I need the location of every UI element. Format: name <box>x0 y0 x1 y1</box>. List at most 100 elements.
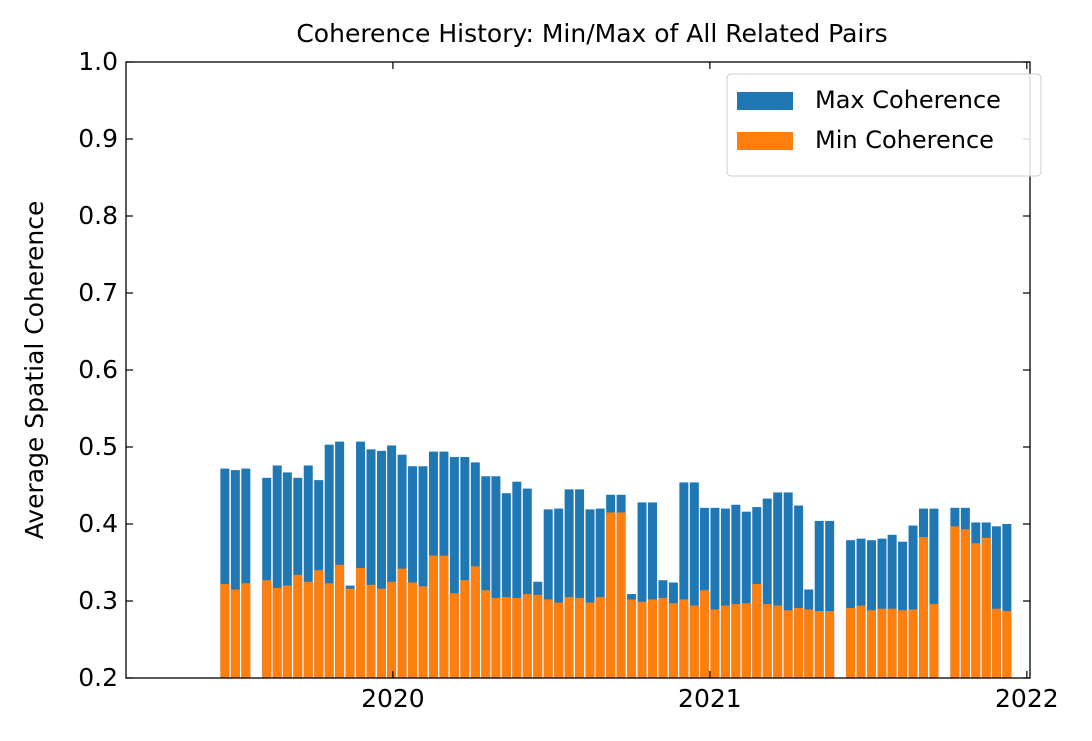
bar <box>387 581 397 678</box>
bar <box>627 599 637 678</box>
bar <box>867 540 877 678</box>
bar <box>533 594 543 678</box>
bar <box>449 593 459 678</box>
bar <box>303 465 313 678</box>
bar <box>783 610 793 678</box>
bar <box>929 604 939 678</box>
y-tick-label: 0.7 <box>78 278 118 307</box>
bar <box>522 488 532 678</box>
x-tick-label: 2020 <box>361 684 425 713</box>
bar <box>335 441 345 678</box>
bar <box>898 610 908 678</box>
bar <box>449 457 459 678</box>
bar <box>470 566 480 678</box>
legend-swatch <box>737 132 793 150</box>
bar <box>501 597 511 678</box>
bar <box>564 489 574 678</box>
bar <box>929 508 939 678</box>
bar <box>637 601 647 678</box>
bar <box>1002 611 1012 678</box>
y-tick-label: 0.2 <box>78 663 118 692</box>
bar <box>991 608 1001 678</box>
bar <box>887 534 897 678</box>
bar <box>282 472 292 678</box>
bar <box>647 599 657 678</box>
bar <box>595 508 605 678</box>
bar <box>689 605 699 678</box>
y-tick-label: 0.6 <box>78 355 118 384</box>
bar <box>887 608 897 678</box>
bar <box>731 604 741 678</box>
bar <box>272 465 282 678</box>
bar <box>814 611 824 678</box>
bar <box>262 580 272 678</box>
bar <box>376 450 386 678</box>
bar <box>366 584 376 678</box>
bar <box>585 509 595 678</box>
bar <box>825 520 835 678</box>
bar <box>230 589 240 678</box>
bar <box>856 605 866 678</box>
bar <box>220 584 230 678</box>
bar <box>501 493 511 678</box>
bar <box>324 583 334 678</box>
bar <box>637 502 647 678</box>
bar <box>867 610 877 678</box>
bar <box>846 607 856 678</box>
bar <box>689 482 699 678</box>
y-tick-label: 0.4 <box>78 509 118 538</box>
bar <box>522 594 532 678</box>
bar <box>460 580 470 678</box>
bar <box>877 538 887 678</box>
bar <box>991 526 1001 678</box>
y-tick-label: 0.3 <box>78 586 118 615</box>
bar <box>554 602 564 678</box>
bar <box>564 597 574 678</box>
bar <box>439 555 449 678</box>
bar <box>554 508 564 678</box>
bar <box>356 567 366 678</box>
bar <box>773 605 783 678</box>
bar <box>720 508 730 678</box>
bar <box>575 489 585 678</box>
bar <box>679 599 689 678</box>
bar <box>595 597 605 678</box>
bar <box>741 603 751 678</box>
y-tick-label: 0.5 <box>78 432 118 461</box>
bar <box>668 603 678 678</box>
bar <box>512 481 522 678</box>
bar <box>481 590 491 678</box>
bar <box>512 597 522 678</box>
bar <box>647 502 657 678</box>
bar <box>741 511 751 678</box>
bar <box>543 599 553 678</box>
bar <box>616 512 626 678</box>
bar <box>773 492 783 678</box>
bar <box>481 476 491 678</box>
bar <box>814 520 824 678</box>
bar <box>825 611 835 678</box>
bar <box>366 449 376 678</box>
bar <box>877 608 887 678</box>
bar <box>762 604 772 678</box>
bar <box>908 525 918 678</box>
bar <box>971 543 981 678</box>
bar <box>335 564 345 678</box>
bar <box>543 509 553 678</box>
bar <box>314 570 324 678</box>
bar <box>460 457 470 678</box>
y-tick-label: 0.9 <box>78 124 118 153</box>
chart-title: Coherence History: Min/Max of All Relate… <box>296 19 887 48</box>
bar <box>710 507 720 678</box>
bar <box>376 588 386 678</box>
bar <box>345 588 355 678</box>
bar <box>699 590 709 678</box>
bar <box>491 597 501 678</box>
bar <box>428 555 438 678</box>
bar <box>950 526 960 678</box>
bar <box>282 585 292 678</box>
bar <box>606 512 616 678</box>
bar <box>960 529 970 678</box>
bar <box>918 537 928 678</box>
